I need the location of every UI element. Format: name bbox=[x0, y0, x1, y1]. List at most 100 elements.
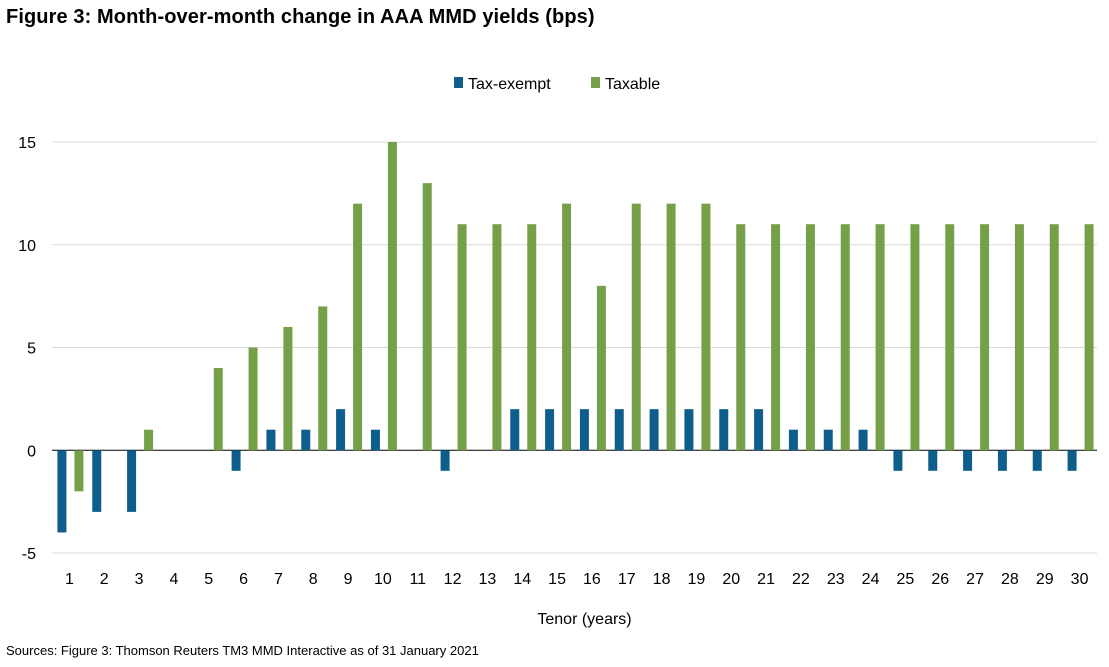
x-tick-label: 29 bbox=[1036, 571, 1054, 588]
x-tick-label: 25 bbox=[897, 571, 915, 588]
x-tick-label: 17 bbox=[618, 571, 636, 588]
bar-tax-exempt-29 bbox=[1032, 450, 1042, 471]
x-tick-label: 24 bbox=[862, 571, 880, 588]
bar-tax-exempt-9 bbox=[336, 409, 346, 451]
bar-tax-exempt-28 bbox=[997, 450, 1007, 471]
bar-taxable-16 bbox=[596, 285, 606, 451]
bar-tax-exempt-2 bbox=[92, 450, 102, 512]
x-tick-label: 5 bbox=[204, 571, 213, 588]
bar-taxable-12 bbox=[457, 224, 467, 451]
bar-taxable-29 bbox=[1049, 224, 1059, 451]
bar-tax-exempt-7 bbox=[266, 429, 276, 451]
bar-tax-exempt-10 bbox=[370, 429, 380, 451]
bar-tax-exempt-25 bbox=[893, 450, 903, 471]
bar-tax-exempt-19 bbox=[684, 409, 694, 451]
bar-taxable-10 bbox=[387, 142, 397, 451]
bar-tax-exempt-22 bbox=[788, 429, 798, 451]
bar-taxable-30 bbox=[1084, 224, 1094, 451]
gridlines bbox=[52, 141, 1097, 554]
x-tick-label: 4 bbox=[169, 571, 178, 588]
bar-tax-exempt-12 bbox=[440, 450, 450, 471]
x-tick-label: 14 bbox=[513, 571, 531, 588]
bar-tax-exempt-23 bbox=[823, 429, 833, 451]
legend-item-tax-exempt: Tax-exempt bbox=[454, 76, 551, 93]
bar-tax-exempt-18 bbox=[649, 409, 659, 451]
legend-swatch bbox=[454, 77, 463, 88]
bar-taxable-22 bbox=[805, 224, 815, 451]
x-tick-label: 7 bbox=[274, 571, 283, 588]
y-tick-label: -5 bbox=[22, 546, 36, 563]
x-tick-label: 23 bbox=[827, 571, 845, 588]
bar-taxable-7 bbox=[283, 326, 293, 451]
bar-taxable-25 bbox=[910, 224, 920, 451]
bar-tax-exempt-20 bbox=[719, 409, 729, 451]
bar-tax-exempt-16 bbox=[579, 409, 589, 451]
bar-tax-exempt-8 bbox=[301, 429, 311, 451]
legend-label: Tax-exempt bbox=[468, 76, 551, 93]
y-tick-label: 10 bbox=[18, 238, 36, 255]
bar-taxable-19 bbox=[701, 203, 711, 451]
x-tick-label: 20 bbox=[722, 571, 740, 588]
bar-taxable-27 bbox=[980, 224, 990, 451]
x-tick-label: 8 bbox=[309, 571, 318, 588]
x-axis-ticks: 1 2 3 4 5 6 7 8 9 10 11 12 13 14 15 16 17 18 19 20 21 22 23 24 2… bbox=[65, 571, 1089, 588]
x-tick-label: 27 bbox=[966, 571, 984, 588]
bar-taxable-28 bbox=[1014, 224, 1024, 451]
bar-tax-exempt-3 bbox=[127, 450, 137, 512]
bar-taxable-11 bbox=[422, 183, 432, 451]
x-tick-label: 26 bbox=[931, 571, 949, 588]
bar-taxable-24 bbox=[875, 224, 885, 451]
bar-tax-exempt-1 bbox=[57, 450, 67, 533]
x-tick-label: 22 bbox=[792, 571, 810, 588]
x-tick-label: 30 bbox=[1071, 571, 1089, 588]
legend-item-taxable: Taxable bbox=[591, 76, 660, 93]
x-tick-label: 18 bbox=[653, 571, 671, 588]
bar-taxable-14 bbox=[527, 224, 537, 451]
source-note: Sources: Figure 3: Thomson Reuters TM3 M… bbox=[6, 643, 479, 658]
legend-label: Taxable bbox=[605, 76, 660, 93]
bars bbox=[57, 142, 1094, 533]
y-tick-label: 15 bbox=[18, 135, 36, 152]
bar-taxable-6 bbox=[248, 347, 258, 451]
x-tick-label: 11 bbox=[409, 571, 426, 588]
bar-taxable-18 bbox=[666, 203, 676, 451]
x-tick-label: 6 bbox=[239, 571, 248, 588]
legend: Tax-exempt Taxable bbox=[454, 76, 660, 93]
x-tick-label: 2 bbox=[100, 571, 109, 588]
bar-tax-exempt-14 bbox=[510, 409, 520, 451]
bar-tax-exempt-21 bbox=[754, 409, 764, 451]
bar-tax-exempt-27 bbox=[963, 450, 973, 471]
y-tick-label: 5 bbox=[27, 341, 36, 358]
x-axis-label: Tenor (years) bbox=[537, 611, 631, 628]
bar-taxable-20 bbox=[736, 224, 746, 451]
x-tick-label: 3 bbox=[135, 571, 144, 588]
bar-taxable-3 bbox=[144, 429, 154, 451]
bar-taxable-5 bbox=[213, 368, 223, 451]
bar-tax-exempt-6 bbox=[231, 450, 241, 471]
bar-tax-exempt-15 bbox=[545, 409, 555, 451]
bar-taxable-23 bbox=[840, 224, 850, 451]
x-tick-label: 1 bbox=[65, 571, 74, 588]
x-tick-label: 13 bbox=[479, 571, 497, 588]
bar-tax-exempt-17 bbox=[614, 409, 624, 451]
bar-tax-exempt-24 bbox=[858, 429, 868, 451]
bar-taxable-26 bbox=[945, 224, 955, 451]
x-tick-label: 12 bbox=[444, 571, 462, 588]
y-tick-label: 0 bbox=[27, 443, 36, 460]
bar-taxable-9 bbox=[353, 203, 363, 451]
bar-tax-exempt-26 bbox=[928, 450, 938, 471]
bar-tax-exempt-30 bbox=[1067, 450, 1077, 471]
x-tick-label: 16 bbox=[583, 571, 601, 588]
bar-taxable-15 bbox=[562, 203, 572, 451]
bar-taxable-17 bbox=[631, 203, 641, 451]
x-tick-label: 10 bbox=[374, 571, 392, 588]
x-tick-label: 19 bbox=[688, 571, 706, 588]
x-tick-label: 9 bbox=[344, 571, 353, 588]
bar-taxable-8 bbox=[318, 306, 328, 451]
bar-taxable-13 bbox=[492, 224, 502, 451]
bar-taxable-1 bbox=[74, 450, 84, 492]
x-tick-label: 15 bbox=[548, 571, 566, 588]
bar-taxable-21 bbox=[771, 224, 781, 451]
legend-swatch bbox=[591, 77, 600, 88]
